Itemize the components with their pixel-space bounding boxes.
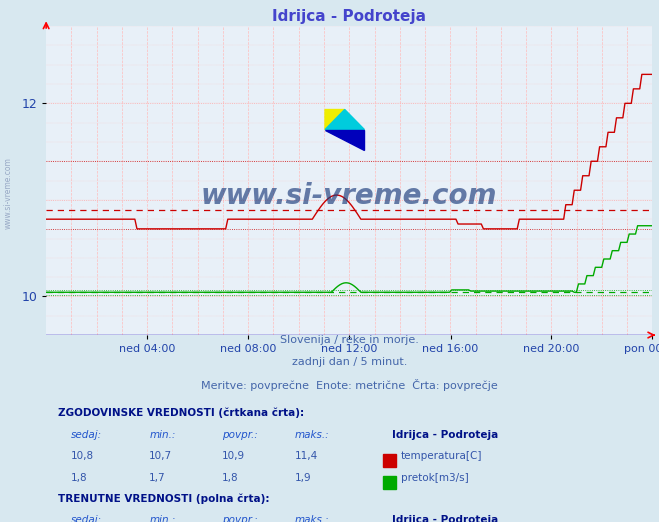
- Text: 1,7: 1,7: [149, 473, 166, 483]
- Text: 1,8: 1,8: [222, 473, 239, 483]
- Text: ZGODOVINSKE VREDNOSTI (črtkana črta):: ZGODOVINSKE VREDNOSTI (črtkana črta):: [58, 408, 304, 418]
- Polygon shape: [325, 110, 345, 129]
- Text: Meritve: povprečne  Enote: metrične  Črta: povprečje: Meritve: povprečne Enote: metrične Črta:…: [201, 378, 498, 390]
- Text: sedaj:: sedaj:: [71, 515, 101, 522]
- Title: Idrijca - Podroteja: Idrijca - Podroteja: [272, 8, 426, 23]
- Text: sedaj:: sedaj:: [71, 430, 101, 440]
- Polygon shape: [325, 129, 364, 150]
- Text: maks.:: maks.:: [295, 515, 330, 522]
- Text: povpr.:: povpr.:: [222, 515, 258, 522]
- Text: 10,8: 10,8: [71, 452, 94, 461]
- Polygon shape: [325, 110, 364, 129]
- Text: Idrijca - Podroteja: Idrijca - Podroteja: [391, 430, 498, 440]
- Text: min.:: min.:: [149, 515, 175, 522]
- Bar: [383, 476, 396, 489]
- Text: Idrijca - Podroteja: Idrijca - Podroteja: [391, 515, 498, 522]
- Text: www.si-vreme.com: www.si-vreme.com: [201, 182, 498, 210]
- Text: pretok[m3/s]: pretok[m3/s]: [401, 473, 469, 483]
- Text: 1,9: 1,9: [295, 473, 311, 483]
- Text: povpr.:: povpr.:: [222, 430, 258, 440]
- Text: maks.:: maks.:: [295, 430, 330, 440]
- Text: zadnji dan / 5 minut.: zadnji dan / 5 minut.: [291, 357, 407, 367]
- Text: 10,9: 10,9: [222, 452, 245, 461]
- Text: min.:: min.:: [149, 430, 175, 440]
- Text: temperatura[C]: temperatura[C]: [401, 452, 482, 461]
- Text: 10,7: 10,7: [149, 452, 172, 461]
- Text: Slovenija / reke in morje.: Slovenija / reke in morje.: [280, 335, 418, 345]
- Bar: [383, 454, 396, 467]
- Text: 1,8: 1,8: [71, 473, 87, 483]
- Text: TRENUTNE VREDNOSTI (polna črta):: TRENUTNE VREDNOSTI (polna črta):: [58, 493, 270, 504]
- Text: 11,4: 11,4: [295, 452, 318, 461]
- Text: www.si-vreme.com: www.si-vreme.com: [4, 157, 13, 229]
